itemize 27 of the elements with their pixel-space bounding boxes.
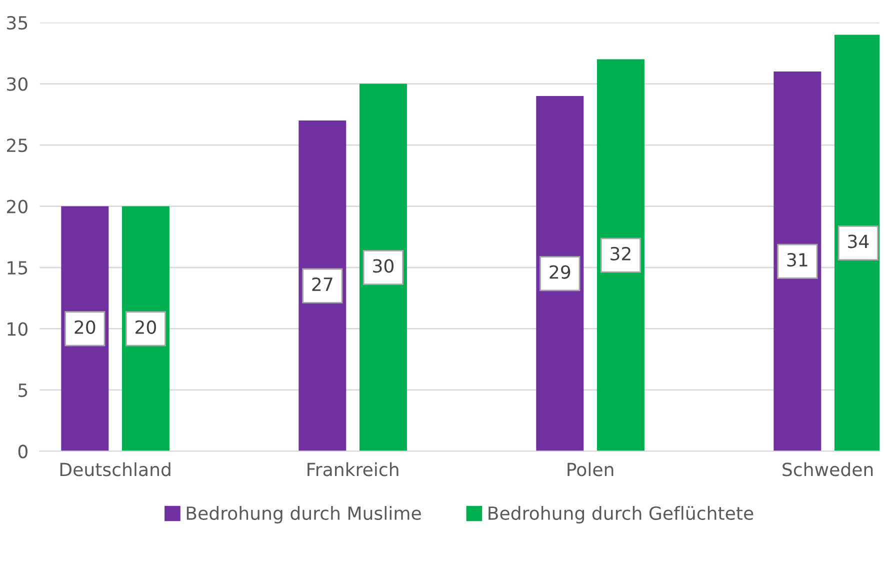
y-tick-label: 35 <box>7 16 28 30</box>
data-label: 32 <box>610 246 630 260</box>
y-tick-label: 0 <box>18 444 28 458</box>
x-tick-label: Frankreich <box>308 462 398 476</box>
data-label: 34 <box>848 234 869 248</box>
y-tick-label: 5 <box>18 384 28 398</box>
y-tick-label: 30 <box>7 77 28 91</box>
x-tick-label: Polen <box>568 462 614 476</box>
data-label: 31 <box>787 252 808 267</box>
data-label: 29 <box>550 265 570 279</box>
data-label: 27 <box>312 277 332 291</box>
data-label: 20 <box>74 320 96 334</box>
bar <box>596 59 644 452</box>
y-tick-label: 15 <box>8 261 28 275</box>
y-tick-label: 25 <box>7 138 28 152</box>
bar <box>774 72 822 452</box>
x-tick-label: Schweden <box>782 462 873 476</box>
data-label: 30 <box>373 259 394 273</box>
legend-label: Bedrohung durch Muslime <box>186 506 421 524</box>
y-tick-label: 10 <box>8 322 28 336</box>
bar <box>359 84 407 452</box>
bar <box>298 120 346 452</box>
legend-label: Bedrohung durch Geflüchtete <box>488 506 754 524</box>
y-tick-label: 20 <box>7 200 28 214</box>
x-tick-label: Deutschland <box>60 462 170 476</box>
bar <box>536 96 584 452</box>
data-label: 20 <box>136 320 156 334</box>
